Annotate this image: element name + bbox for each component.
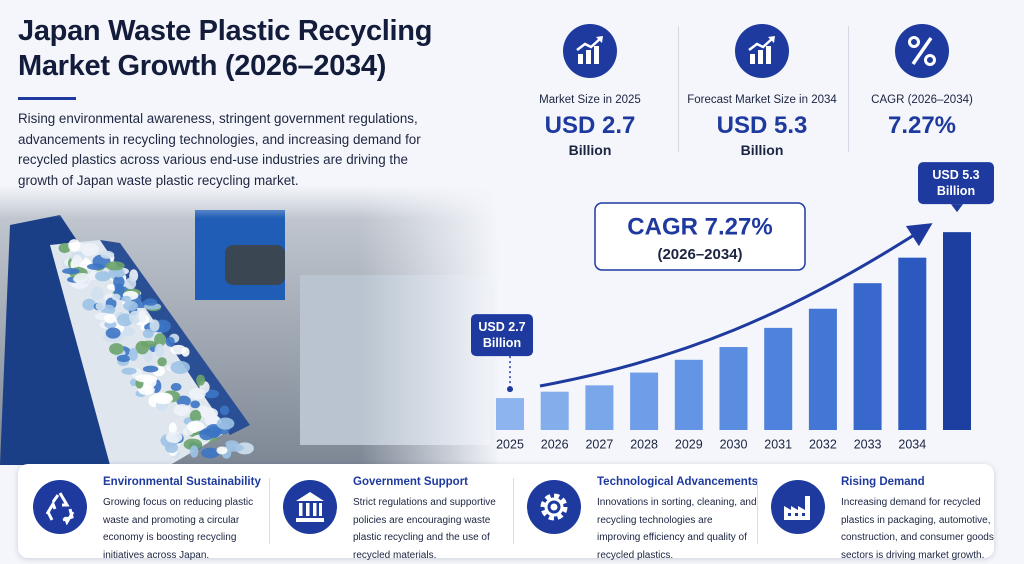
stat-icon <box>563 24 617 78</box>
callout-dot <box>507 386 513 393</box>
driver-icon <box>527 480 581 534</box>
stat-unit: Billion <box>568 142 612 158</box>
stat-label: CAGR (2026–2034) <box>871 94 973 106</box>
callout-wrap: USD 5.3 Billion <box>932 168 980 199</box>
bar <box>898 257 927 430</box>
stat-unit: Billion <box>740 142 784 158</box>
driver-icon <box>33 480 87 534</box>
stat-value: USD 5.3 <box>716 112 808 139</box>
driver-text: Growing focus on reducing plastic waste … <box>103 497 254 561</box>
factory-photo <box>0 185 500 465</box>
stat-label: Market Size in 2025 <box>539 94 641 106</box>
driver-title: Technological Advancements <box>597 476 759 488</box>
callout-box <box>918 162 994 205</box>
separator <box>848 26 849 152</box>
stat-label: Forecast Market Size in 2034 <box>687 94 837 106</box>
stat-value: USD 2.7 <box>544 112 636 139</box>
stat: Forecast Market Size in 2034 USD 5.3 Bil… <box>677 24 847 158</box>
x-tick-label: 2030 <box>720 437 748 451</box>
driver-title: Rising Demand <box>841 476 925 488</box>
x-tick-label: 2029 <box>675 437 703 451</box>
x-tick-label: 2034 <box>898 437 926 451</box>
x-tick-label: 2027 <box>585 437 613 451</box>
x-tick-label: 2032 <box>809 437 837 451</box>
cagr-box <box>594 202 806 271</box>
x-tick-label: 2026 <box>541 437 569 451</box>
cagr-title: CAGR 7.27% <box>627 213 772 240</box>
title: Japan Waste Plastic Recycling Market Gro… <box>18 15 433 82</box>
separator <box>269 478 270 544</box>
driver-title: Environmental Sustainability <box>103 476 261 488</box>
value-label: USD 5.3 Billion <box>932 168 980 199</box>
growth-arrow <box>539 223 933 388</box>
x-tick-label: 2028 <box>630 437 658 451</box>
callout-pointer <box>951 204 963 213</box>
stat: CAGR (2026–2034) 7.27% <box>837 24 1007 140</box>
callout-wrap: USD 2.7 Billion <box>478 320 526 351</box>
description: Rising environmental awareness, stringen… <box>18 111 421 189</box>
drivers-panel <box>18 464 994 558</box>
value-label: USD 2.7 Billion <box>478 320 526 351</box>
stat-icon <box>895 24 949 78</box>
bar <box>764 327 793 430</box>
callout-box <box>471 314 533 357</box>
title-rule <box>18 97 76 100</box>
x-tick-label: 2033 <box>854 437 882 451</box>
bar <box>496 398 524 430</box>
driver-icon <box>771 480 825 534</box>
stat-icon <box>735 24 789 78</box>
bar <box>943 232 971 430</box>
bar <box>674 359 703 430</box>
bar <box>540 391 569 430</box>
bar <box>585 385 614 430</box>
separator <box>757 478 758 544</box>
driver-text: Strict regulations and supportive polici… <box>353 497 496 561</box>
separator <box>678 26 679 152</box>
driver-icon <box>283 480 337 534</box>
bar <box>630 372 659 430</box>
bar <box>719 347 748 430</box>
bar-chart: CAGR 7.27% (2026–2034) 2025 USD 2.7 Billi… <box>471 162 994 451</box>
separator <box>513 478 514 544</box>
bar <box>808 308 837 430</box>
stat-value: 7.27% <box>887 112 957 139</box>
bar <box>853 283 882 430</box>
x-tick-label: 2025 <box>496 437 524 451</box>
driver-text: Innovations in sorting, cleaning, and re… <box>597 497 757 561</box>
driver-title: Government Support <box>353 476 469 488</box>
stat: Market Size in 2025 USD 2.7 Billion <box>505 24 675 158</box>
driver-text: Increasing demand for recycled plastics … <box>841 497 994 561</box>
cagr-subtitle: (2026–2034) <box>657 246 742 263</box>
x-tick-label: 2031 <box>764 437 792 451</box>
